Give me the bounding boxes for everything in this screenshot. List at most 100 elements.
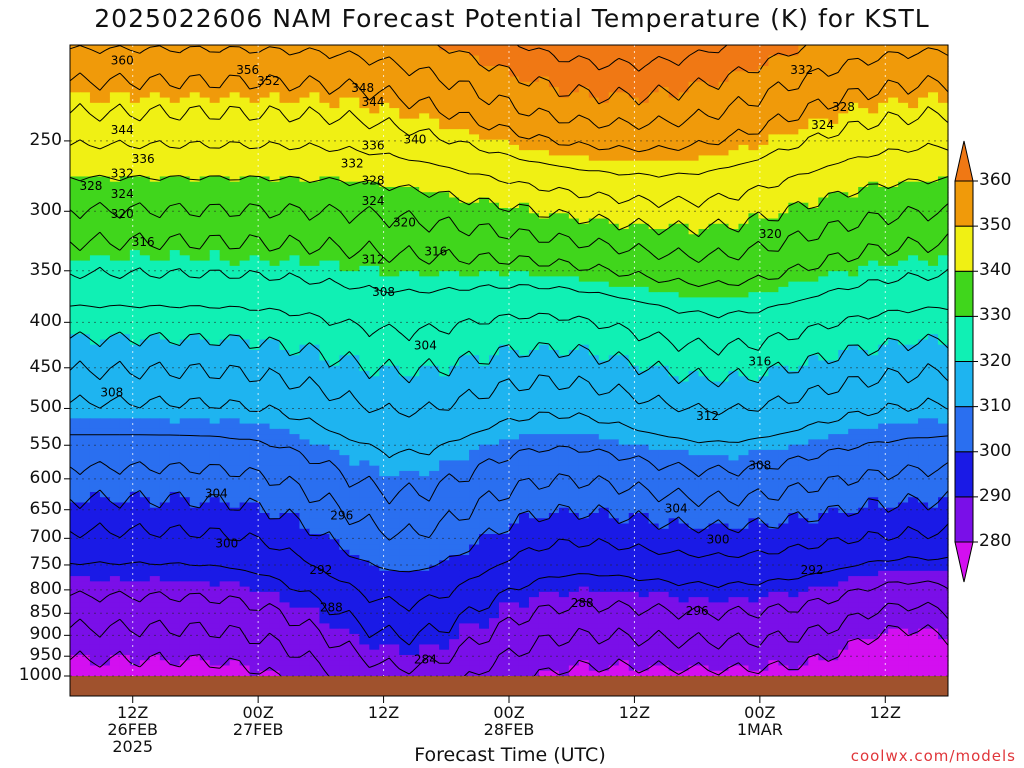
- field-cell: [429, 223, 440, 230]
- field-cell: [708, 286, 720, 293]
- field-cell: [718, 176, 730, 183]
- field-cell: [299, 229, 311, 235]
- field-cell: [189, 292, 201, 298]
- field-cell: [848, 97, 859, 104]
- field-cell: [499, 339, 510, 346]
- field-cell: [319, 307, 331, 314]
- field-cell: [708, 108, 720, 114]
- field-cell: [409, 55, 420, 62]
- field-cell: [728, 87, 740, 93]
- field-cell: [748, 307, 760, 314]
- field-cell: [70, 186, 81, 193]
- field-cell: [469, 223, 480, 230]
- field-cell: [788, 328, 799, 335]
- field-cell: [938, 197, 949, 204]
- field-cell: [698, 318, 710, 325]
- field-cell: [259, 118, 271, 125]
- field-cell: [798, 271, 809, 277]
- field-cell: [538, 102, 550, 109]
- field-cell: [459, 218, 470, 225]
- field-cell: [419, 244, 430, 251]
- field-cell: [758, 197, 770, 204]
- field-cell: [878, 302, 889, 309]
- field-cell: [658, 50, 670, 57]
- field-cell: [419, 55, 430, 62]
- field-cell: [369, 50, 380, 57]
- field-cell: [479, 313, 490, 320]
- field-cell: [918, 87, 929, 93]
- field-cell: [938, 302, 949, 309]
- field-cell: [938, 55, 949, 62]
- field-cell: [259, 129, 271, 135]
- field-cell: [898, 323, 909, 330]
- field-cell: [389, 155, 400, 162]
- field-cell: [129, 281, 141, 288]
- field-cell: [668, 239, 680, 246]
- field-cell: [99, 123, 111, 130]
- field-cell: [239, 139, 251, 146]
- field-cell: [219, 113, 231, 120]
- field-cell: [379, 176, 390, 183]
- field-cell: [938, 271, 949, 277]
- field-cell: [538, 45, 550, 51]
- field-cell: [309, 323, 321, 330]
- field-cell: [349, 186, 360, 193]
- field-cell: [788, 276, 799, 283]
- field-cell: [808, 108, 819, 114]
- field-cell: [259, 202, 271, 209]
- field-cell: [908, 250, 919, 256]
- field-cell: [239, 87, 251, 93]
- field-cell: [99, 71, 111, 78]
- field-cell: [688, 197, 700, 204]
- field-cell: [249, 234, 261, 241]
- field-cell: [449, 318, 460, 325]
- field-cell: [239, 223, 251, 230]
- field-cell: [139, 302, 151, 309]
- field-cell: [618, 165, 630, 172]
- field-cell: [429, 286, 440, 293]
- field-cell: [189, 223, 201, 230]
- field-cell: [159, 202, 171, 209]
- field-cell: [898, 108, 909, 114]
- field-cell: [578, 234, 590, 241]
- field-cell: [578, 202, 590, 209]
- field-cell: [928, 218, 939, 225]
- field-cell: [518, 260, 530, 267]
- field-cell: [888, 276, 899, 283]
- field-cell: [149, 66, 161, 72]
- field-cell: [748, 155, 760, 162]
- field-cell: [558, 297, 570, 304]
- field-cell: [399, 265, 410, 272]
- field-cell: [79, 223, 91, 230]
- field-cell: [748, 87, 760, 93]
- field-cell: [768, 129, 779, 135]
- field-cell: [419, 160, 430, 167]
- field-cell: [179, 234, 191, 241]
- field-cell: [349, 260, 360, 267]
- field-cell: [578, 113, 590, 120]
- field-cell: [79, 218, 91, 225]
- field-cell: [708, 102, 720, 109]
- field-cell: [329, 297, 340, 304]
- field-cell: [259, 55, 271, 62]
- field-cell: [369, 313, 380, 320]
- field-cell: [299, 76, 311, 83]
- field-cell: [70, 281, 81, 288]
- field-cell: [239, 239, 251, 246]
- field-cell: [229, 87, 241, 93]
- field-cell: [698, 160, 710, 167]
- field-cell: [139, 307, 151, 314]
- field-cell: [578, 97, 590, 104]
- field-cell: [259, 286, 271, 293]
- field-cell: [149, 286, 161, 293]
- field-cell: [698, 192, 710, 199]
- field-cell: [99, 307, 111, 314]
- field-cell: [598, 250, 610, 256]
- field-cell: [289, 113, 301, 120]
- field-cell: [758, 113, 770, 120]
- field-cell: [319, 271, 331, 277]
- field-cell: [499, 307, 510, 314]
- field-cell: [429, 218, 440, 225]
- field-cell: [299, 102, 311, 109]
- field-cell: [558, 139, 570, 146]
